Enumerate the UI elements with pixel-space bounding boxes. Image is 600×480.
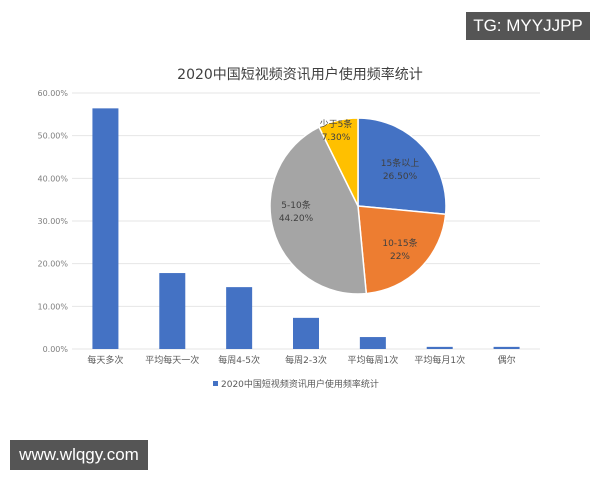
bar bbox=[293, 317, 319, 349]
pie-value: 44.20% bbox=[279, 214, 314, 224]
y-tick-label: 20.00% bbox=[37, 260, 68, 269]
x-tick-label: 平均每天一次 bbox=[145, 354, 199, 366]
y-axis-ticks: 0.00% 10.00% 20.00% 30.00% 40.00% 50.00% 60.00… bbox=[37, 89, 68, 354]
y-tick-label: 60.00% bbox=[37, 89, 68, 98]
y-tick-label: 50.00% bbox=[37, 132, 68, 141]
x-tick-label: 平均每月1次 bbox=[414, 354, 465, 366]
x-tick-label: 偶尔 bbox=[498, 354, 516, 366]
bar bbox=[426, 346, 453, 349]
x-tick-label: 每天多次 bbox=[87, 354, 123, 366]
pie-value: 26.50% bbox=[383, 172, 418, 182]
pie-chart: 15条以上 26.50% 10-15条 22% 5-10条 44.20% 少于5条 7.30% bbox=[269, 117, 447, 295]
bar bbox=[159, 273, 186, 349]
bar bbox=[226, 287, 253, 349]
bar bbox=[92, 108, 119, 349]
pie-slice bbox=[269, 126, 368, 295]
watermark-top-right: TG: MYYJJPP bbox=[466, 12, 590, 40]
x-tick-label: 每周2-3次 bbox=[285, 354, 327, 366]
legend-label: 2020中国短视频资讯用户使用频率统计 bbox=[221, 378, 379, 390]
legend-swatch bbox=[213, 381, 218, 386]
chart-title: 2020中国短视频资讯用户使用频率统计 bbox=[177, 67, 423, 83]
pie-slice bbox=[357, 205, 447, 295]
bar bbox=[493, 346, 520, 349]
pie-label: 5-10条 bbox=[281, 199, 310, 211]
y-tick-label: 0.00% bbox=[43, 345, 69, 354]
pie-slice bbox=[318, 117, 359, 207]
x-tick-label: 平均每周1次 bbox=[347, 354, 398, 366]
pie-value: 22% bbox=[390, 252, 410, 262]
y-tick-label: 30.00% bbox=[37, 217, 68, 226]
watermark-bottom-left: www.wlqgy.com bbox=[10, 440, 148, 470]
y-tick-label: 10.00% bbox=[37, 302, 68, 311]
x-tick-label: 每周4-5次 bbox=[218, 354, 260, 366]
legend: 2020中国短视频资讯用户使用频率统计 bbox=[213, 378, 379, 390]
pie-label: 10-15条 bbox=[382, 237, 417, 249]
bar-series bbox=[92, 108, 520, 349]
x-axis-labels: 每天多次 平均每天一次 每周4-5次 每周2-3次 平均每周1次 平均每月1次 偶尔 bbox=[87, 354, 515, 366]
pie-slice bbox=[357, 117, 447, 216]
bar bbox=[359, 337, 386, 349]
y-tick-label: 40.00% bbox=[37, 174, 68, 183]
pie-value: 7.30% bbox=[322, 133, 351, 143]
pie-label: 少于5条 bbox=[320, 118, 353, 130]
pie-label: 15条以上 bbox=[381, 157, 419, 169]
